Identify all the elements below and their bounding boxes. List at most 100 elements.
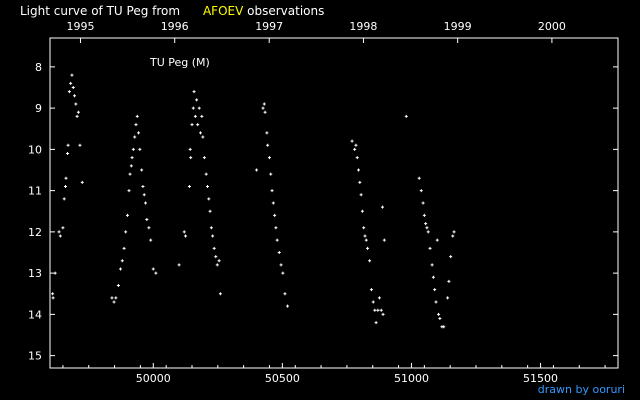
x-tick-label: 51000	[394, 372, 429, 385]
year-tick-label: 1998	[349, 20, 377, 33]
data-point	[353, 147, 357, 151]
data-point	[201, 135, 205, 139]
data-point	[75, 114, 79, 118]
data-point	[425, 226, 429, 230]
data-point	[211, 234, 215, 238]
data-point	[263, 110, 267, 114]
year-tick-label: 2000	[538, 20, 566, 33]
data-point	[426, 230, 430, 234]
data-point	[142, 193, 146, 197]
data-point	[66, 143, 70, 147]
data-point	[134, 123, 138, 127]
data-point	[140, 168, 144, 172]
data-point	[362, 226, 366, 230]
data-point	[377, 296, 381, 300]
plot-frame	[49, 37, 619, 369]
data-point	[144, 201, 148, 205]
y-tick-label: 10	[28, 143, 42, 156]
data-point	[379, 308, 383, 312]
data-point	[218, 292, 222, 296]
data-point	[151, 267, 155, 271]
data-point	[154, 271, 158, 275]
y-tick-label: 8	[35, 61, 42, 74]
data-point	[200, 114, 204, 118]
data-point	[120, 259, 124, 263]
data-point	[271, 201, 275, 205]
data-point	[447, 279, 451, 283]
data-point	[192, 90, 196, 94]
data-point	[381, 205, 385, 209]
data-point	[205, 185, 209, 188]
data-point	[359, 193, 363, 197]
data-point	[449, 255, 453, 259]
data-point	[133, 135, 137, 139]
data-point	[286, 304, 290, 308]
data-point	[64, 176, 68, 180]
title-source: AFOEV	[202, 4, 244, 18]
data-point	[177, 263, 181, 267]
data-point	[269, 172, 273, 176]
data-point	[373, 308, 377, 312]
x-tick-label: 50000	[136, 372, 171, 385]
data-point	[275, 238, 279, 242]
data-point	[110, 296, 114, 300]
data-point	[424, 222, 428, 226]
data-point	[191, 106, 195, 110]
year-tick-label: 1995	[66, 20, 94, 33]
y-tick-label: 15	[28, 350, 42, 363]
data-point	[62, 197, 66, 201]
data-point	[266, 143, 270, 147]
data-point	[435, 238, 439, 242]
data-point	[199, 131, 203, 135]
data-point	[125, 213, 129, 217]
data-point	[131, 147, 135, 151]
data-point	[267, 156, 271, 160]
data-point	[214, 255, 218, 259]
data-point	[80, 180, 84, 184]
data-point	[376, 308, 380, 312]
year-tick-label: 1996	[161, 20, 189, 33]
data-point	[112, 300, 116, 304]
data-point	[71, 86, 75, 89]
year-tick-label: 1999	[444, 20, 472, 33]
data-point	[360, 209, 364, 213]
data-point	[141, 185, 145, 188]
data-point	[124, 230, 128, 234]
data-point	[215, 263, 219, 267]
data-point	[350, 139, 354, 143]
data-point	[209, 226, 213, 230]
legend-label: TU Peg (M)	[149, 56, 210, 69]
data-point	[433, 288, 437, 292]
data-point	[371, 300, 375, 304]
data-point	[69, 81, 73, 85]
data-point	[431, 275, 435, 279]
data-point	[137, 131, 141, 135]
data-point	[58, 234, 62, 238]
data-point	[434, 300, 438, 304]
data-point	[190, 123, 194, 127]
x-tick-label: 51500	[523, 372, 558, 385]
y-tick-label: 14	[28, 308, 42, 321]
title-suffix: observations	[247, 4, 325, 18]
credit-text: drawn by ooruri	[537, 383, 625, 396]
data-point	[197, 106, 201, 110]
data-point	[262, 102, 266, 106]
data-point	[277, 251, 281, 254]
chart-title: Light curve of TU Peg from AFOEV observa…	[20, 4, 324, 18]
data-point	[417, 176, 421, 180]
data-point	[202, 156, 206, 160]
data-point	[147, 226, 151, 230]
data-point	[273, 213, 277, 217]
data-point	[419, 189, 423, 193]
data-point	[421, 201, 425, 205]
data-point	[66, 152, 70, 155]
data-point	[357, 168, 361, 172]
data-point	[270, 189, 274, 193]
data-point	[74, 102, 78, 106]
data-point	[195, 98, 199, 102]
data-point	[184, 234, 188, 238]
y-tick-label: 11	[28, 185, 42, 198]
title-prefix: Light curve of TU Peg from	[20, 4, 181, 18]
data-point	[442, 325, 446, 329]
data-point	[374, 321, 378, 325]
